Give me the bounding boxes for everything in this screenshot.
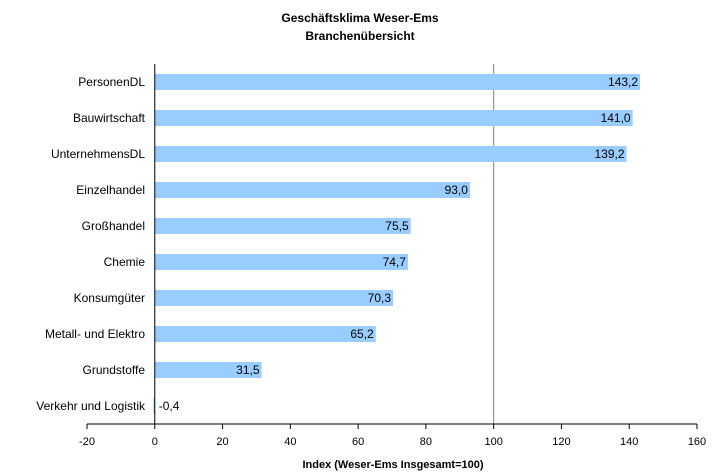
category-label: Grundstoffe (83, 363, 146, 377)
bar (154, 326, 376, 342)
category-label: UnternehmensDL (51, 147, 145, 161)
data-label: 65,2 (350, 327, 374, 341)
x-axis-label: Index (Weser-Ems Insgesamt=100) (302, 459, 483, 471)
data-label: 139,2 (594, 147, 624, 161)
data-label: 70,3 (368, 291, 392, 305)
category-labels: PersonenDL Bauwirtschaft UnternehmensDL Ein… (36, 75, 146, 413)
x-tick-label: 120 (552, 436, 570, 448)
category-label: Bauwirtschaft (73, 111, 146, 125)
bar (154, 110, 633, 126)
category-label: PersonenDL (78, 75, 145, 89)
x-tick-label: 0 (152, 436, 158, 448)
x-tick-label: 80 (420, 436, 432, 448)
bar (154, 290, 394, 306)
data-label: -0,4 (159, 399, 180, 413)
x-tick-label: 40 (284, 436, 296, 448)
x-tick-label: 100 (484, 436, 502, 448)
x-tick-label: -20 (79, 436, 95, 448)
bar (154, 146, 627, 162)
category-label: Metall- und Elektro (45, 327, 145, 341)
bar (153, 398, 155, 414)
category-label: Einzelhandel (76, 183, 145, 197)
bar (154, 362, 262, 378)
x-tick-label: 160 (688, 436, 706, 448)
x-axis: -20 0 20 40 60 80 100 120 140 160 (79, 64, 706, 448)
data-label: 75,5 (385, 219, 409, 233)
data-label: 74,7 (383, 255, 407, 269)
bar (154, 254, 408, 270)
category-label: Konsumgüter (74, 291, 145, 305)
chart-subtitle: Branchenübersicht (305, 29, 414, 43)
data-labels: 143,2 141,0 139,2 93,0 75,5 74,7 70,3 65,2 31,5 -… (159, 75, 639, 413)
category-label: Chemie (104, 255, 146, 269)
x-tick-label: 20 (216, 436, 228, 448)
category-label: Großhandel (82, 219, 145, 233)
bar (154, 182, 470, 198)
bars-group (153, 74, 641, 414)
bar (154, 74, 641, 90)
data-label: 31,5 (236, 363, 260, 377)
x-tick-label: 60 (352, 436, 364, 448)
category-label: Verkehr und Logistik (36, 399, 146, 413)
bar (154, 218, 411, 234)
data-label: 93,0 (445, 183, 469, 197)
data-label: 141,0 (601, 111, 631, 125)
chart-title: Geschäftsklima Weser-Ems (281, 11, 439, 25)
data-label: 143,2 (608, 75, 638, 89)
x-tick-label: 140 (620, 436, 638, 448)
